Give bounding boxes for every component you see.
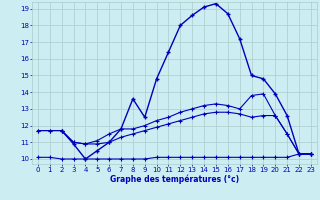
X-axis label: Graphe des températures (°c): Graphe des températures (°c) bbox=[110, 174, 239, 184]
